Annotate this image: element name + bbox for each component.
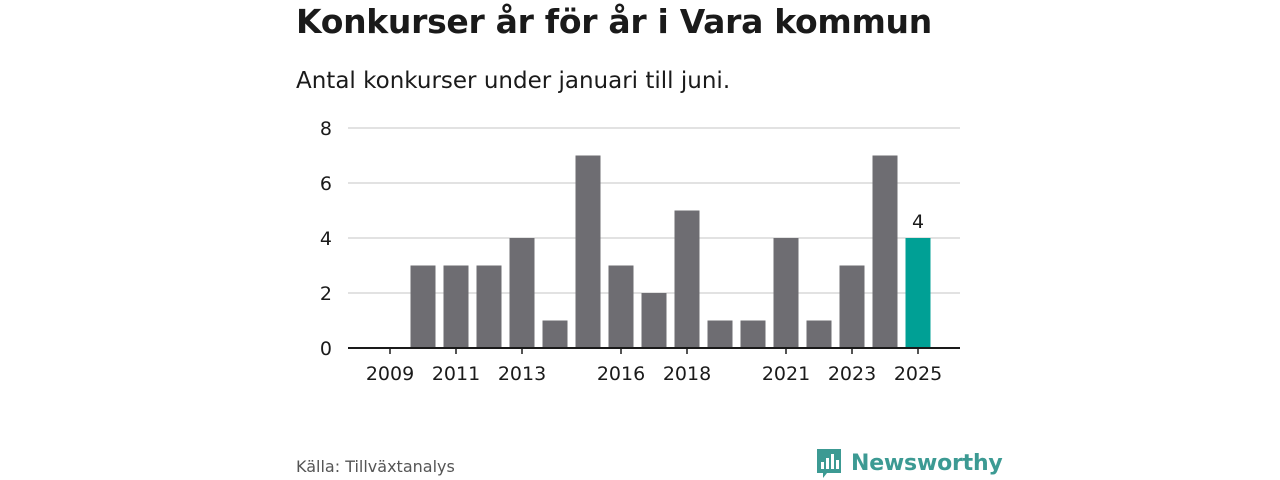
x-tick-label: 2016	[597, 363, 645, 385]
source-note: Källa: Tillväxtanalys	[296, 457, 455, 476]
bar-2016	[608, 265, 634, 348]
bar-2012	[476, 265, 502, 348]
bar-chart-speech-bubble-icon	[817, 449, 841, 478]
bar-2011	[443, 265, 469, 348]
bar-2010	[410, 265, 436, 348]
bar-2018	[674, 210, 700, 348]
y-tick-label: 8	[320, 118, 332, 140]
bar-2014	[542, 320, 568, 348]
x-tick-label: 2023	[828, 363, 876, 385]
bar-2021	[773, 238, 799, 348]
y-tick-label: 6	[320, 173, 332, 195]
brand-name: Newsworthy	[851, 450, 1003, 476]
chart-title: Konkurser år för år i Vara kommun	[296, 2, 932, 41]
bar-2025	[905, 238, 931, 348]
x-tick-label: 2011	[432, 363, 480, 385]
x-tick-label: 2025	[894, 363, 942, 385]
chart-subtitle: Antal konkurser under januari till juni.	[296, 68, 731, 94]
x-tick-label: 2009	[366, 363, 414, 385]
y-tick-label: 4	[320, 228, 332, 250]
bar-chart: 0 2 4 6 8 4 2009 2011 2013 2016 2018 2021 2023 2025	[320, 118, 960, 385]
x-tick-label: 2013	[498, 363, 546, 385]
bar-2015	[575, 155, 601, 348]
y-tick-label: 2	[320, 283, 332, 305]
bar-2013	[509, 238, 535, 348]
bar-2024	[872, 155, 898, 348]
brand-logo: Newsworthy	[815, 446, 1003, 480]
bar-2020	[740, 320, 766, 348]
bar-2023	[839, 265, 865, 348]
y-tick-label: 0	[320, 338, 332, 360]
x-tick-label: 2018	[663, 363, 711, 385]
bar-2019	[707, 320, 733, 348]
x-tick-label: 2021	[762, 363, 810, 385]
data-label: 4	[912, 211, 924, 233]
bar-2022	[806, 320, 832, 348]
bar-2017	[641, 293, 667, 348]
